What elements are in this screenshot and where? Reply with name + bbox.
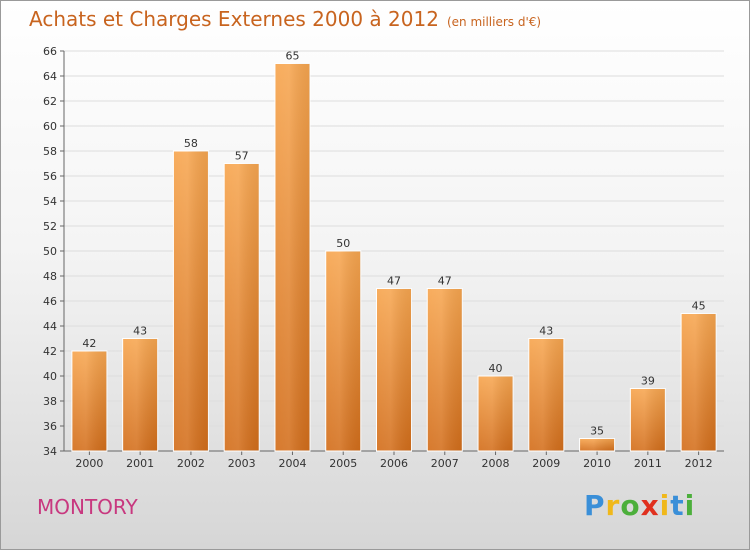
bar-shine bbox=[528, 338, 564, 451]
bar-shine bbox=[224, 163, 260, 451]
y-tick-label: 48 bbox=[43, 270, 57, 283]
bar-shine bbox=[630, 388, 666, 451]
x-tick-label: 2000 bbox=[75, 457, 103, 470]
x-tick-label: 2008 bbox=[482, 457, 510, 470]
bar-value-label: 42 bbox=[82, 337, 96, 350]
logo-letter: i bbox=[684, 489, 696, 522]
bar-value-label: 47 bbox=[438, 275, 452, 288]
y-tick-label: 46 bbox=[43, 295, 57, 308]
logo-letter: i bbox=[659, 489, 671, 522]
bar-shine bbox=[376, 288, 412, 451]
y-tick-label: 34 bbox=[43, 445, 57, 458]
bar-value-label: 58 bbox=[184, 137, 198, 150]
y-tick-label: 54 bbox=[43, 195, 57, 208]
x-tick-label: 2007 bbox=[431, 457, 459, 470]
y-tick-label: 50 bbox=[43, 245, 57, 258]
x-tick-label: 2001 bbox=[126, 457, 154, 470]
bar-value-label: 40 bbox=[489, 362, 503, 375]
labels: 42 2000 43 2001 58 2002 57 2003 65 2004 50 2005 47 20… bbox=[75, 50, 712, 471]
bar-value-label: 43 bbox=[133, 325, 147, 338]
chart-subtitle: (en milliers d'€) bbox=[446, 15, 542, 29]
chart-title: Achats et Charges Externes 2000 à 2012 (e… bbox=[29, 7, 541, 31]
x-tick-label: 2010 bbox=[583, 457, 611, 470]
logo-letter: x bbox=[640, 489, 660, 522]
bar-value-label: 65 bbox=[285, 50, 299, 63]
x-tick-label: 2005 bbox=[329, 457, 357, 470]
y-tick-label: 64 bbox=[43, 70, 57, 83]
y-tick-label: 40 bbox=[43, 370, 57, 383]
y-tick-label: 42 bbox=[43, 345, 57, 358]
y-tick-label: 60 bbox=[43, 120, 57, 133]
x-tick-label: 2006 bbox=[380, 457, 408, 470]
y-tick-label: 58 bbox=[43, 145, 57, 158]
bar-shine bbox=[478, 376, 514, 451]
bar-value-label: 45 bbox=[692, 300, 706, 313]
bar-shine bbox=[579, 438, 615, 451]
bar-shine bbox=[681, 313, 717, 451]
bars bbox=[71, 63, 717, 452]
logo-letter: o bbox=[620, 489, 641, 522]
bar-shine bbox=[427, 288, 463, 451]
x-tick-label: 2002 bbox=[177, 457, 205, 470]
bar-shine bbox=[173, 151, 209, 451]
logo-letter: P bbox=[584, 489, 606, 522]
bar-value-label: 57 bbox=[235, 150, 249, 163]
x-tick-label: 2009 bbox=[532, 457, 560, 470]
y-tick-label: 52 bbox=[43, 220, 57, 233]
x-tick-label: 2003 bbox=[228, 457, 256, 470]
logo-letter: r bbox=[605, 489, 621, 522]
bar-value-label: 43 bbox=[539, 325, 553, 338]
x-tick-label: 2012 bbox=[685, 457, 713, 470]
bar-shine bbox=[325, 251, 361, 451]
chart-title-text: Achats et Charges Externes 2000 à 2012 bbox=[29, 7, 439, 31]
x-tick-label: 2004 bbox=[278, 457, 306, 470]
bar-value-label: 50 bbox=[336, 237, 350, 250]
y-tick-label: 44 bbox=[43, 320, 57, 333]
proxiti-logo: Proxiti bbox=[584, 489, 695, 522]
x-tick-label: 2011 bbox=[634, 457, 662, 470]
bar-value-label: 47 bbox=[387, 275, 401, 288]
y-tick-label: 56 bbox=[43, 170, 57, 183]
y-tick-label: 66 bbox=[43, 45, 57, 58]
bar-shine bbox=[122, 338, 158, 451]
y-tick-label: 36 bbox=[43, 420, 57, 433]
bar-shine bbox=[71, 351, 107, 451]
y-tick-label: 38 bbox=[43, 395, 57, 408]
y-tick-label: 62 bbox=[43, 95, 57, 108]
commune-name: MONTORY bbox=[37, 495, 138, 519]
bar-value-label: 35 bbox=[590, 425, 604, 438]
logo-letter: t bbox=[670, 489, 685, 522]
bar-value-label: 39 bbox=[641, 375, 655, 388]
bar-shine bbox=[274, 63, 310, 451]
